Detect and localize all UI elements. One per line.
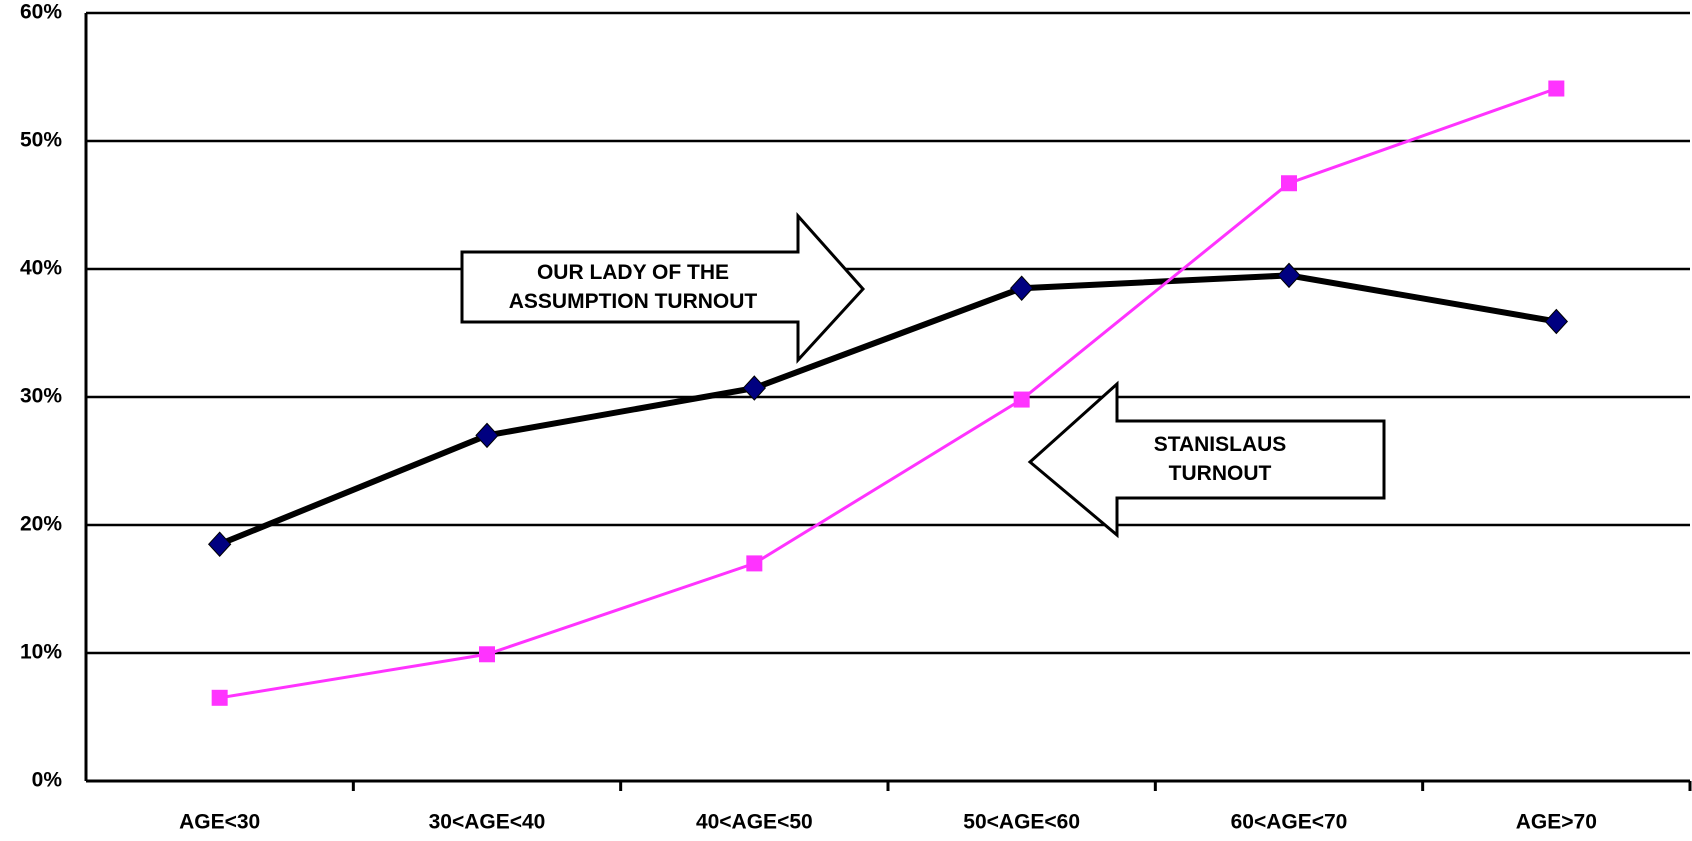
y-tick-label: 40% — [20, 257, 62, 280]
y-tick-label: 60% — [20, 1, 62, 24]
y-tick-label: 10% — [20, 641, 62, 664]
marker — [1548, 80, 1565, 97]
x-tick-label: 50<AGE<60 — [963, 811, 1080, 834]
marker — [211, 689, 228, 706]
y-tick-label: 0% — [32, 769, 63, 792]
x-tick-label: 60<AGE<70 — [1231, 811, 1348, 834]
marker — [475, 422, 499, 449]
series-label: OUR LADY OF THE ASSUMPTION TURNOUT — [508, 261, 758, 313]
series-line — [218, 272, 1557, 547]
marker — [1544, 308, 1569, 335]
marker — [1009, 275, 1034, 301]
x-tick-label: 40<AGE<50 — [696, 811, 813, 834]
marker — [479, 646, 495, 663]
x-tick-label: AGE>70 — [1516, 811, 1597, 834]
grid — [84, 11, 1692, 791]
series-line — [219, 87, 1557, 700]
x-tick-label: AGE<30 — [179, 811, 260, 834]
y-tick-label: 50% — [20, 129, 62, 152]
x-tick-label: 30<AGE<40 — [429, 811, 546, 834]
marker — [1013, 391, 1030, 408]
y-tick-label: 30% — [20, 385, 62, 408]
marker — [207, 531, 232, 557]
marker — [746, 555, 763, 572]
marker — [1277, 262, 1301, 289]
arrow-left — [1027, 380, 1386, 539]
y-tick-label: 20% — [20, 513, 62, 536]
marker — [742, 375, 767, 401]
arrow-right — [460, 212, 866, 364]
marker — [1281, 175, 1297, 192]
series-label: STANISLAUS TURNOUT — [1153, 433, 1287, 485]
